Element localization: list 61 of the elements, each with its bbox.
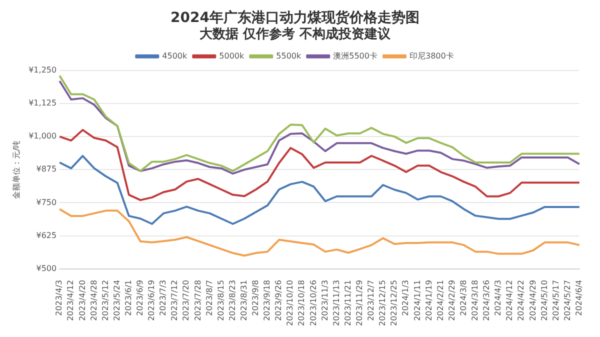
- x-tick-label: 2023/11/13: [332, 280, 341, 326]
- legend-label: 5500k: [276, 51, 302, 60]
- x-tick-label: 2023/9/26: [274, 280, 284, 321]
- x-tick-label: 2023/4/20: [78, 280, 87, 321]
- chart-title: 2024年广东港口动力煤现货价格走势图: [170, 9, 420, 26]
- x-tick-label: 2024/5/17: [551, 280, 560, 321]
- x-tick-label: 2023/8/23: [228, 280, 237, 321]
- x-tick-label: 2023/12/25: [390, 280, 399, 326]
- x-tick-label: 2024/5/27: [562, 280, 572, 321]
- x-tick-label: 2024/3/18: [470, 280, 480, 321]
- x-tick-label: 2024/1/3: [401, 280, 410, 316]
- x-tick-label: 2023/9/8: [251, 280, 260, 316]
- legend-label: 澳洲5500卡: [333, 51, 378, 60]
- y-axis-title: 金额单位：元/吨: [12, 140, 21, 199]
- x-tick-label: 2023/7/12: [170, 280, 180, 321]
- x-tick-label: 2024/5/10: [540, 280, 549, 321]
- x-tick-label: 2024/2/21: [436, 280, 445, 321]
- x-tick-label: 2024/2/29: [447, 280, 456, 321]
- x-tick-label: 2024/3/26: [482, 280, 492, 321]
- x-tick-label: 2023/11/29: [355, 280, 364, 326]
- x-tick-label: 2023/5/12: [100, 280, 110, 321]
- y-tick-label: ¥750: [36, 198, 57, 207]
- x-tick-label: 2023/4/28: [89, 280, 98, 321]
- x-tick-label: 2023/7/20: [182, 280, 191, 321]
- x-tick-label: 2024/4/3: [494, 280, 503, 316]
- x-tick-label: 2023/7/28: [193, 280, 202, 321]
- x-tick-label: 2023/8/15: [216, 280, 226, 321]
- legend-label: 5000k: [219, 51, 245, 60]
- x-tick-label: 2023/12/15: [378, 280, 388, 326]
- x-tick-label: 2023/6/9: [136, 280, 145, 316]
- chart-subtitle: 大数据 仅作参考 不构成投资建议: [199, 26, 392, 42]
- x-tick-label: 2024/6/4: [574, 280, 584, 316]
- x-tick-label: 2023/8/7: [204, 280, 214, 316]
- x-tick-label: 2024/3/8: [458, 280, 468, 316]
- y-tick-label: ¥1,125: [28, 98, 57, 108]
- legend-label: 4500k: [162, 51, 188, 60]
- x-tick-label: 2024/1/19: [424, 280, 434, 321]
- y-tick-label: ¥1,250: [28, 65, 57, 74]
- x-tick-label: 2023/11/21: [343, 280, 352, 326]
- y-tick-label: ¥500: [36, 264, 57, 273]
- x-tick-label: 2023/10/10: [286, 280, 295, 326]
- x-tick-label: 2023/10/18: [297, 280, 306, 326]
- x-tick-label: 2024/4/29: [528, 280, 538, 321]
- x-tick-label: 2023/8/31: [239, 280, 248, 321]
- y-tick-label: ¥625: [36, 230, 57, 240]
- x-tick-label: 2023/5/24: [112, 280, 122, 321]
- y-tick-label: ¥1,000: [28, 132, 57, 141]
- x-tick-label: 2024/1/11: [412, 280, 422, 321]
- x-tick-label: 2023/7/3: [158, 280, 168, 316]
- y-tick-label: ¥875: [36, 164, 57, 174]
- x-tick-label: 2023/9/18: [262, 280, 272, 321]
- x-tick-label: 2023/10/26: [308, 280, 318, 326]
- x-tick-label: 2023/6/19: [147, 280, 156, 321]
- x-tick-label: 2023/12/7: [366, 280, 376, 321]
- x-tick-label: 2024/4/12: [505, 280, 514, 321]
- x-tick-label: 2023/11/3: [320, 280, 330, 321]
- x-tick-label: 2023/4/12: [66, 280, 76, 321]
- x-tick-label: 2024/4/22: [516, 280, 526, 321]
- x-tick-label: 2023/6/1: [124, 280, 133, 316]
- x-tick-label: 2023/4/3: [54, 280, 64, 316]
- legend-label: 印尼3800卡: [409, 51, 454, 60]
